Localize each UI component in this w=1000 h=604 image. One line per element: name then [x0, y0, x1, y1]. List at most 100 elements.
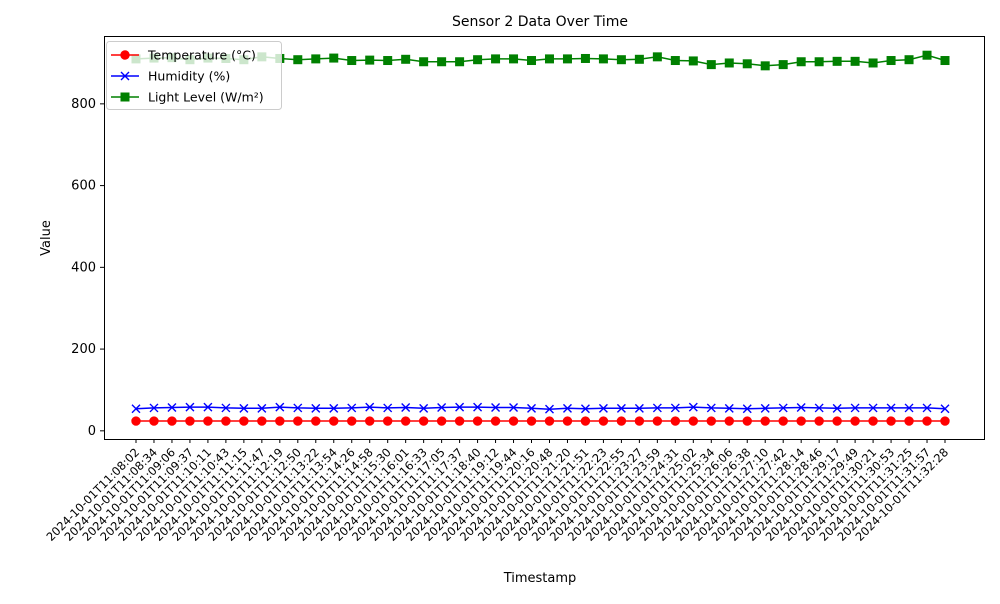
- series-2-point: [185, 402, 195, 412]
- series-2-point: [760, 403, 770, 413]
- series-3-point: [940, 56, 950, 66]
- legend-label: Humidity (%): [148, 69, 230, 84]
- series-2-point: [868, 403, 878, 413]
- series-2-point: [329, 403, 339, 413]
- series-1-point: [257, 416, 267, 426]
- series-3-point: [509, 54, 519, 64]
- x-axis-label: Timestamp: [503, 571, 577, 586]
- series-3-point: [580, 53, 590, 63]
- series-2-point: [922, 403, 932, 413]
- series-1-point: [131, 416, 141, 426]
- series-3-point: [850, 56, 860, 66]
- series-2-point: [814, 403, 824, 413]
- series-1-point: [634, 416, 645, 426]
- series-2-line: [135, 406, 946, 410]
- series-2-point: [544, 404, 554, 414]
- series-3-point: [455, 57, 465, 67]
- series-2-point: [616, 403, 626, 413]
- series-2-point: [832, 403, 842, 413]
- series-3-point: [760, 61, 770, 71]
- series-1-point: [832, 416, 842, 426]
- series-3-point: [922, 50, 932, 60]
- x-axis-ticks: 2024-10-01T11:08:022024-10-01T11:08:3420…: [43, 439, 951, 544]
- series-2-point: [275, 402, 285, 412]
- series-3-point: [796, 57, 806, 67]
- series-3-point: [562, 54, 572, 64]
- series-1-point: [508, 416, 519, 426]
- series-1-point: [616, 416, 627, 426]
- series-2-point: [401, 403, 411, 413]
- series-2-point: [850, 403, 860, 413]
- series-1-point: [742, 416, 752, 426]
- series-1-point: [167, 416, 177, 426]
- series-2-point: [293, 403, 303, 413]
- series-1-point: [886, 416, 896, 426]
- series-3-point: [814, 57, 824, 67]
- series-2-point: [239, 403, 249, 413]
- series-2-point: [634, 403, 644, 413]
- series-1-point: [472, 416, 483, 426]
- series-2-point: [580, 404, 590, 414]
- legend: Temperature (°C) Humidity (%) Light Level …: [106, 41, 282, 110]
- series-3-point: [365, 55, 375, 65]
- legend-entry: Light Level (W/m²): [111, 90, 264, 105]
- series-1-point: [724, 416, 734, 426]
- series-1-point: [347, 416, 357, 426]
- series-2-point: [724, 403, 734, 413]
- series-1-point: [868, 416, 878, 426]
- series-3-point: [598, 54, 608, 64]
- series-3-point: [311, 54, 321, 64]
- series-1-point: [149, 416, 159, 426]
- series-2-point: [455, 402, 465, 412]
- series-2-point: [311, 403, 321, 413]
- series-3-point: [832, 56, 842, 66]
- series-2-point: [131, 404, 141, 414]
- y-axis-ticks: 0 200 400 600 800: [71, 97, 104, 439]
- series-1-point: [940, 416, 950, 426]
- y-tick-label: 400: [71, 260, 96, 275]
- series-2-point: [742, 404, 752, 414]
- series-1-point: [814, 416, 824, 426]
- series-1-point: [922, 416, 932, 426]
- series-3-point: [724, 58, 734, 68]
- series-1-point: [203, 416, 213, 426]
- series-2-point: [491, 403, 501, 413]
- series-1-point: [796, 416, 806, 426]
- series-2-point: [670, 403, 680, 413]
- series-1-point: [221, 416, 231, 426]
- chart-title: Sensor 2 Data Over Time: [452, 14, 628, 30]
- legend-entry: Humidity (%): [111, 69, 230, 84]
- series-1-point: [329, 416, 339, 426]
- series-2-point: [940, 404, 950, 414]
- legend-marker: [120, 50, 130, 60]
- series-1-point: [311, 416, 321, 426]
- series-1-point: [706, 416, 716, 426]
- series-3-point: [634, 54, 644, 64]
- series-3-point: [329, 53, 339, 63]
- series-1-point: [760, 416, 770, 426]
- legend-box: [106, 41, 282, 110]
- series-1-point: [904, 416, 914, 426]
- series-3-point: [401, 54, 411, 64]
- series-1-point: [418, 416, 429, 426]
- legend-marker: [120, 92, 130, 102]
- series-2-point: [473, 402, 483, 412]
- series-3-point: [778, 60, 788, 70]
- series-3-point: [670, 56, 680, 66]
- series-2-point: [383, 403, 393, 413]
- series-3-point: [904, 55, 914, 65]
- plot-area-frame: [104, 36, 985, 440]
- series-1-point: [580, 416, 591, 426]
- series-1-point: [275, 416, 285, 426]
- legend-marker: [120, 71, 130, 81]
- series-1-point: [778, 416, 788, 426]
- legend-entry: Temperature (°C): [111, 48, 256, 63]
- series-2-point: [419, 403, 429, 413]
- series-3-point: [491, 54, 501, 64]
- series-1-point: [185, 416, 195, 426]
- series-3-point: [868, 58, 878, 68]
- series-2-point: [347, 403, 357, 413]
- series-1-point: [562, 416, 573, 426]
- series-1-point: [382, 416, 393, 426]
